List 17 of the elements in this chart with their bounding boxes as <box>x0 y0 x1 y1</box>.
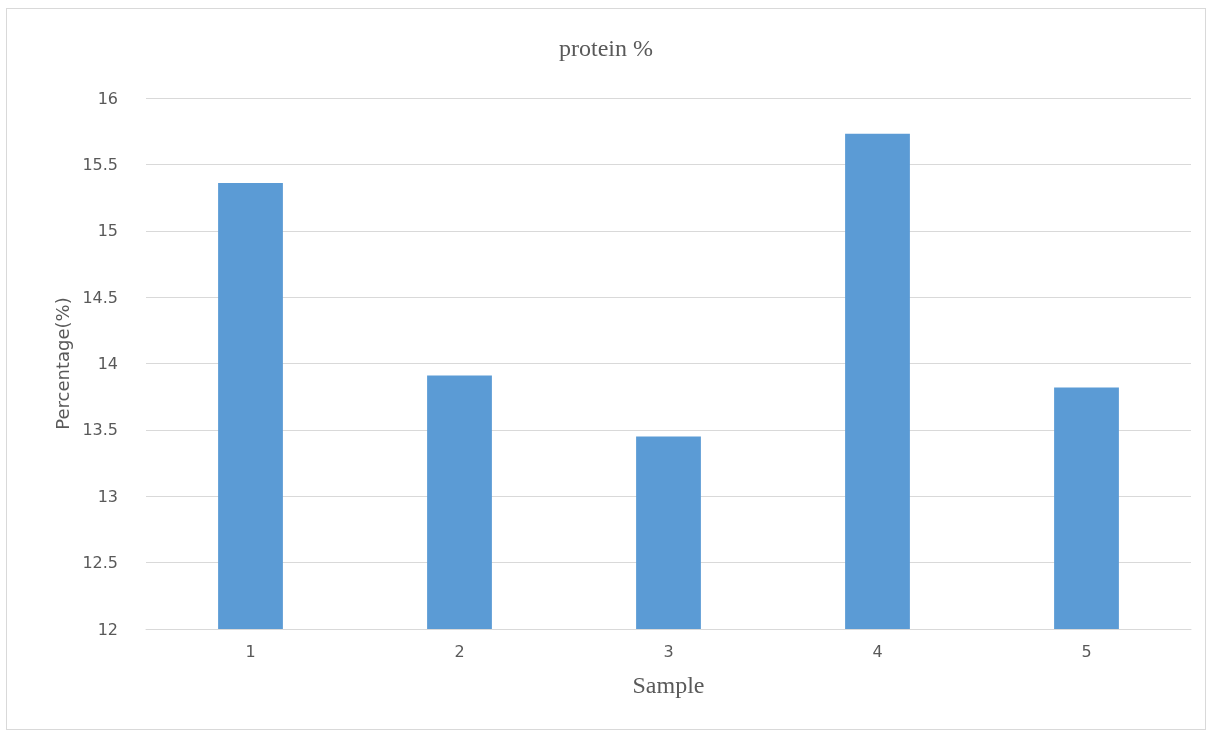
chart-title: protein % <box>559 35 653 61</box>
y-tick-label: 13.5 <box>82 420 118 440</box>
y-tick-label: 12.5 <box>82 553 118 573</box>
x-tick-label: 4 <box>872 641 883 661</box>
y-axis-title: Percentage(%) <box>51 297 73 430</box>
x-axis-title: Sample <box>632 672 705 698</box>
y-tick-label: 14.5 <box>82 287 118 307</box>
x-tick-label: 3 <box>663 641 674 661</box>
y-tick-label: 15 <box>97 221 118 241</box>
x-tick-label: 2 <box>454 641 465 661</box>
y-tick-label: 12 <box>97 619 118 639</box>
x-tick-label: 5 <box>1081 641 1092 661</box>
y-tick-label: 13 <box>97 486 118 506</box>
x-tick-label: 1 <box>245 641 256 661</box>
y-tick-label: 16 <box>97 88 118 108</box>
y-tick-label: 14 <box>97 354 118 373</box>
y-tick-label: 15.5 <box>82 154 118 174</box>
